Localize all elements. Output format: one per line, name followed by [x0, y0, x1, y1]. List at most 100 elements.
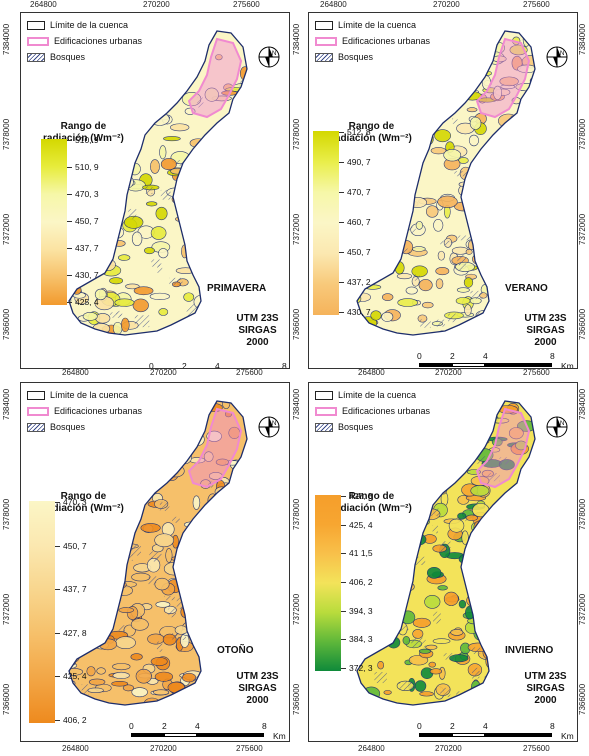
x-tick-bot-4: 264800 [358, 744, 385, 753]
y-tick-l7: 7372000 [2, 593, 11, 625]
colorbar-tick-6 [55, 720, 60, 721]
colorbar-value-4: 427, 8 [63, 627, 87, 638]
scale-bar: 0 2 4 8 Km [417, 721, 577, 741]
urban-area [475, 407, 531, 489]
scale-2: 2 [162, 721, 167, 731]
legend-basin: Límite de la cuenca [338, 20, 417, 30]
colorbar-value-5: 425, 4 [63, 671, 87, 682]
scale-8: 8 [262, 721, 267, 731]
map-panel-1: Límite de la cuenca Edificaciones urbana… [20, 12, 290, 369]
colorbar-value-4: 406, 2 [349, 577, 373, 587]
colorbar-tick-5 [55, 676, 60, 678]
scale-unit: Km [561, 731, 574, 741]
y-tick-c5: 7384000 [292, 388, 301, 420]
projection-label: UTM 23S SIRGAS 2000 [514, 671, 577, 707]
range-title-line2: radiación (Wm⁻²) [43, 133, 124, 144]
colorbar-tick-7 [67, 302, 72, 303]
x-tick-top-1: 264800 [30, 0, 57, 9]
range-title-line2: radiación (Wm⁻²) [331, 503, 412, 514]
scale-4: 4 [483, 721, 488, 731]
urban-area [475, 37, 531, 119]
north-letter: N [272, 51, 276, 57]
x-tick-top-2: 270200 [143, 0, 170, 9]
map-legend: Límite de la cuenca Edificaciones urbana… [27, 17, 142, 65]
north-arrow-icon: N [258, 416, 280, 438]
forest-swatch [27, 422, 45, 432]
datum: SIRGAS 2000 [526, 683, 565, 706]
datum: SIRGAS 2000 [238, 325, 277, 348]
x-tick-mid-1: 264800 [62, 368, 89, 377]
colorbar-value-7: 430, 7 [347, 307, 371, 317]
legend-forest: Bosques [338, 52, 374, 62]
colorbar-tick-1 [67, 140, 72, 141]
colorbar-value-4: 450, 7 [75, 216, 99, 226]
colorbar-tick-6 [67, 275, 72, 276]
y-tick-c7: 7372000 [292, 593, 301, 625]
range-title-line1: Rango de [348, 491, 395, 502]
forest-swatch [315, 52, 333, 62]
color-bar [29, 501, 55, 723]
season-label-verano: VERANO [505, 283, 548, 294]
legend-forest: Bosques [50, 422, 86, 432]
map-legend: Límite de la cuenca Edificaciones urbana… [27, 387, 142, 435]
x-tick-mid-6: 275600 [523, 368, 550, 377]
colorbar-tick-1 [339, 132, 344, 133]
scale-bar: 0 2 4 8 Km [417, 351, 577, 369]
north-letter: N [272, 421, 276, 427]
legend-urban: Edificaciones urbanas [342, 406, 431, 416]
colorbar-value-6: 430, 7 [75, 270, 99, 280]
colorbar-value-1: 512, 8 [347, 127, 371, 137]
utm-zone: UTM 23S [524, 313, 567, 324]
urban-swatch [27, 36, 49, 46]
color-bar [315, 495, 341, 671]
y-tick-l5: 7384000 [2, 388, 11, 420]
legend-basin: Límite de la cuenca [50, 20, 129, 30]
legend-urban: Edificaciones urbanas [54, 36, 143, 46]
range-title-line2: radiación (Wm⁻²) [43, 503, 124, 514]
scale-8: 8 [282, 361, 287, 369]
basin-boundary [68, 400, 248, 706]
scale-2: 2 [182, 361, 187, 369]
colorbar-value-5: 450, 7 [347, 247, 371, 257]
colorbar-tick-4 [55, 632, 60, 634]
north-letter: N [560, 51, 564, 57]
x-tick-bot-1: 264800 [62, 744, 89, 753]
legend-basin: Límite de la cuenca [50, 390, 129, 400]
season-label-invierno: INVIERNO [505, 645, 554, 656]
y-tick-r5: 7384000 [578, 388, 587, 420]
scale-unit: Km [561, 361, 574, 369]
north-letter: N [560, 421, 564, 427]
x-tick-bot-5: 270200 [435, 744, 462, 753]
y-tick-r8: 7366000 [578, 683, 587, 715]
y-tick-c2: 7378000 [292, 118, 301, 150]
scale-unit: Km [273, 731, 286, 741]
colorbar-tick-3 [339, 192, 344, 193]
range-title: Rango de radiación (Wm⁻²) [331, 491, 412, 515]
north-arrow-icon: N [546, 46, 568, 68]
scale-bar: 0 2 4 8 Km [149, 361, 289, 369]
projection-label: UTM 23S SIRGAS 2000 [514, 313, 577, 349]
colorbar-tick-2 [339, 162, 344, 163]
colorbar-value-3: 437, 7 [63, 584, 87, 595]
colorbar-tick-3 [55, 589, 60, 591]
range-title: Rango de radiación (Wm⁻²) [331, 121, 412, 145]
colorbar-value-2: 490, 7 [347, 157, 371, 167]
colorbar-value-6: 406, 2 [63, 715, 87, 725]
utm-zone: UTM 23S [236, 671, 279, 682]
y-tick-c3: 7372000 [292, 213, 301, 245]
season-label-primavera: PRIMAVERA [207, 283, 267, 294]
map-panel-3: Límite de la cuenca Edificaciones urbana… [20, 382, 290, 742]
scale-2: 2 [450, 721, 455, 731]
basin-map [68, 400, 248, 706]
x-tick-mid-2: 270200 [150, 368, 177, 377]
range-title-line1: Rango de [60, 121, 107, 132]
basin-map [356, 400, 536, 706]
x-tick-bot-3: 275600 [236, 744, 263, 753]
y-tick-l8: 7366000 [2, 683, 11, 715]
basin-boundary [356, 400, 536, 706]
legend-forest: Bosques [338, 422, 374, 432]
legend-urban: Edificaciones urbanas [342, 36, 431, 46]
basin-swatch [27, 20, 45, 30]
colorbar-value-2: 450, 7 [63, 540, 87, 551]
x-tick-bot-6: 275600 [523, 744, 550, 753]
